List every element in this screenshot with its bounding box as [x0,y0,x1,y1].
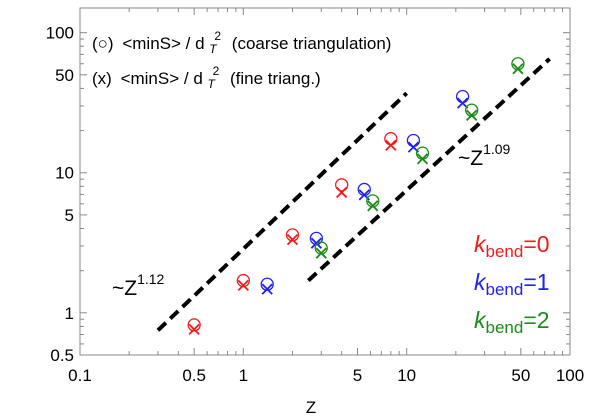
cross-marker [188,323,200,336]
circle-marker [415,146,430,160]
x-tick-label: 5 [353,366,362,385]
data-markers [187,57,525,336]
y-tick-label: 50 [55,66,74,85]
y-tick-label: 0.5 [50,346,74,365]
cross-marker [286,233,299,246]
marker-legend: (○) <minS> / d T 2 (coarse triangulation… [92,25,391,92]
cross-marker [310,237,323,249]
kbend-legend-1: kbend=1 [474,269,550,299]
x-tick-label: 50 [511,366,530,385]
cross-marker [466,109,478,121]
x-tick-label: 0.1 [68,366,92,385]
fit-label-1-12: ~Z1.12 [112,271,165,300]
fit-lines [156,57,551,332]
cross-marker [456,97,469,109]
y-tick-label: 5 [65,206,74,225]
circle-marker [335,178,349,192]
circle-marker [455,89,470,104]
circle-marker [406,133,421,148]
circle-marker [285,228,300,242]
cross-marker [237,279,249,292]
cross-marker [261,283,273,295]
circle-marker [384,132,398,146]
x-axis-label: Z [306,398,316,416]
y-tick-label: 1 [65,304,74,323]
kbend-legend-2: kbend=2 [474,307,550,337]
y-tick-label: 100 [46,24,74,43]
fit-line-0 [156,91,409,332]
fit-label-1-09: ~Z1.09 [458,141,511,170]
x-tick-label: 10 [397,366,416,385]
x-tick-label: 100 [556,366,584,385]
fit-line-1 [306,57,551,283]
circle-marker [187,318,201,332]
cross-marker [367,200,379,212]
kbend-legend: kbend=0 kbend=1 kbend=2 [474,231,550,337]
plot-frame [79,7,571,356]
axis-ticks [79,8,570,356]
x-tick-label: 0.5 [182,366,206,385]
cross-marker [512,63,524,75]
y-tick-label: 10 [55,164,74,183]
cross-marker [416,153,429,165]
cross-marker [385,139,397,151]
cross-marker [315,247,327,259]
x-tick-label: 1 [239,366,248,385]
kbend-legend-0: kbend=0 [474,231,550,261]
legend-entry-coarse: (○) <minS> / d T 2 (coarse triangulation… [92,25,391,57]
cross-marker [336,186,348,199]
legend-entry-fine: (x) <minS> / d T 2 (fine triang.) [92,60,321,92]
